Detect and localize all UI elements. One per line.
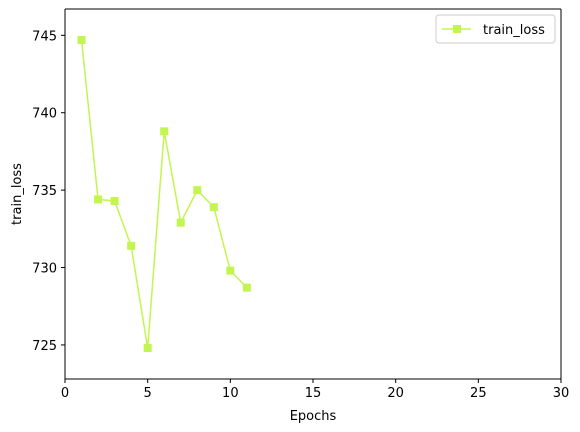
x-tick-label: 15 — [305, 386, 322, 401]
data-point-marker — [242, 283, 251, 292]
x-tick-label: 20 — [387, 386, 404, 401]
x-tick-label: 5 — [144, 386, 152, 401]
y-tick-label: 725 — [32, 339, 57, 354]
data-point-marker — [193, 186, 202, 195]
plot-area — [65, 9, 561, 379]
data-point-marker — [143, 344, 152, 353]
legend-entry-label: train_loss — [483, 23, 545, 38]
y-tick-label: 740 — [32, 107, 57, 122]
x-tick-label: 30 — [553, 386, 570, 401]
y-tick-label: 745 — [32, 29, 57, 44]
data-point-marker — [209, 203, 218, 212]
x-tick-label: 0 — [61, 386, 69, 401]
data-point-marker — [160, 127, 169, 136]
data-point-marker — [77, 35, 86, 44]
data-point-marker — [94, 195, 103, 204]
x-axis-ticks: 0 5 10 15 20 25 30 — [61, 379, 569, 401]
y-tick-label: 730 — [32, 262, 57, 277]
legend-box — [435, 14, 556, 44]
y-axis-ticks: 725 730 735 740 745 — [32, 29, 65, 354]
legend: train_loss — [435, 14, 556, 44]
data-point-marker — [176, 218, 185, 227]
y-tick-label: 735 — [32, 184, 57, 199]
x-tick-label: 10 — [222, 386, 239, 401]
data-point-marker — [110, 196, 119, 205]
data-point-marker — [127, 241, 136, 250]
series-layer — [77, 35, 251, 353]
y-axis-label: train_loss — [10, 163, 25, 225]
data-point-marker — [226, 266, 235, 275]
x-tick-label: 25 — [470, 386, 487, 401]
x-axis-label: Epochs — [290, 409, 337, 424]
legend-marker-swatch — [453, 25, 461, 33]
